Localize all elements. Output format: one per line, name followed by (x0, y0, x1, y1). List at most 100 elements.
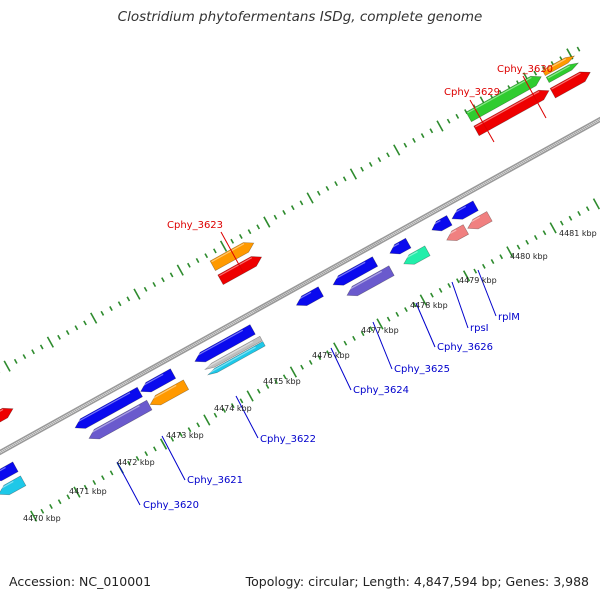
gene-features (0, 55, 591, 496)
tick-mark (126, 296, 131, 302)
gene-cphy-3625 (346, 265, 395, 297)
gene-label-cphy-3623[interactable]: Cphy_3623 (167, 220, 223, 231)
tick-mark (65, 330, 70, 336)
tick-mark (273, 214, 278, 220)
tick-mark (360, 331, 365, 337)
tick-mark (376, 318, 384, 330)
tick-mark (187, 427, 192, 433)
gene-left-cyan (0, 475, 27, 496)
tick-mark (343, 340, 348, 346)
tick-mark (393, 144, 401, 156)
tick-mark (516, 244, 521, 250)
tick-mark (152, 282, 157, 287)
scale-label: 4477 kbp (361, 326, 399, 335)
tick-mark (447, 283, 452, 289)
leader-cphy-3622 (235, 395, 259, 439)
scale-label: 4475 kbp (263, 377, 301, 386)
tick-mark (265, 383, 270, 389)
gene-cphy-3621-cog-sheen (139, 373, 164, 388)
scale-label: 4470 kbp (23, 514, 61, 523)
tick-mark (377, 157, 382, 163)
gene-rpsi (446, 224, 470, 241)
gene-label-cphy-3630[interactable]: Cphy_3630 (497, 64, 553, 75)
gene-label-cphy-3624[interactable]: Cphy_3624 (353, 385, 409, 396)
gene-cphy-3629-sheen (475, 90, 540, 128)
gene-cphy-3620-cog-sheen (73, 392, 131, 425)
tick-mark (73, 486, 81, 498)
tick-mark (352, 335, 356, 341)
gene-cphy-3630-cog-a-sheen (543, 58, 567, 72)
tick-mark (92, 480, 97, 485)
tick-mark (49, 504, 53, 509)
tick-mark (585, 206, 590, 212)
gene-cphy-3623-sheen (219, 257, 253, 277)
tick-mark (13, 358, 18, 364)
tick-mark (482, 263, 486, 269)
tick-mark (238, 233, 243, 239)
tick-mark (473, 268, 478, 274)
tick-mark (533, 235, 538, 240)
tick-mark (576, 46, 581, 52)
tick-mark (412, 137, 416, 143)
leader-cphy-3630 (522, 75, 547, 119)
gene-cphy-3626-sheen (402, 251, 418, 261)
gene-label-cphy-3621[interactable]: Cphy_3621 (187, 475, 243, 486)
tick-mark (420, 133, 425, 139)
tick-mark (204, 253, 209, 259)
gene-left-blue (0, 461, 19, 482)
gene-cphy-3622-cog-sheen (193, 329, 244, 358)
gene-cphy-3623-cog-sheen (211, 243, 245, 263)
gene-cphy-3620 (88, 399, 153, 440)
tick-mark (90, 312, 98, 324)
tick-mark (170, 436, 175, 442)
gene-cphy-3630 (549, 71, 591, 99)
gene-cphy-3630-cog-b-sheen (547, 65, 570, 79)
gene-label-cphy-3626[interactable]: Cphy_3626 (437, 342, 493, 353)
tick-mark (256, 224, 261, 230)
gene-label-cphy-3629[interactable]: Cphy_3629 (444, 87, 500, 98)
gene-label-cphy-3620[interactable]: Cphy_3620 (143, 500, 199, 511)
accession-text: Accession: NC_010001 (9, 574, 152, 589)
tick-mark (499, 254, 504, 260)
scale-labels: 4470 kbp 4471 kbp 4472 kbp 4473 kbp 4474… (23, 229, 597, 523)
tick-mark (549, 222, 557, 234)
tick-mark (368, 161, 373, 167)
tick-mark (429, 128, 434, 134)
gene-cphy-3624 (332, 256, 379, 286)
label-leader-lines (116, 75, 547, 506)
scale-label: 4476 kbp (312, 351, 350, 360)
gene-cphy-3629-cog-sheen (467, 76, 532, 114)
gene-rpsi-cog (431, 215, 453, 232)
gene-label-cphy-3625[interactable]: Cphy_3625 (394, 364, 450, 375)
tick-mark (246, 390, 254, 402)
tick-mark (263, 216, 271, 228)
tick-marks (0, 46, 600, 522)
gene-cphy-3622-cog-b (204, 335, 263, 371)
leader-rpsi (451, 281, 469, 329)
gene-cphy-3621-sheen (148, 384, 177, 402)
scale-label: 4481 kbp (559, 229, 597, 238)
gene-cphy-3622 (207, 341, 266, 376)
gene-left-red (0, 407, 14, 423)
gene-label-cphy-3622[interactable]: Cphy_3622 (260, 434, 316, 445)
gene-label-rpsi[interactable]: rpsI (470, 323, 489, 334)
tick-mark (395, 311, 400, 317)
tick-mark (57, 499, 62, 505)
tick-mark (187, 262, 191, 268)
tick-mark (30, 510, 38, 522)
tick-mark (178, 431, 183, 437)
tick-mark (300, 364, 304, 370)
tick-mark (40, 508, 45, 514)
genome-summary-text: Topology: circular; Length: 4,847,594 bp… (245, 574, 589, 589)
tick-mark (419, 294, 427, 306)
gene-label-rplm[interactable]: rplM (498, 312, 520, 323)
tick-mark (412, 302, 417, 308)
gene-rpsi-cog-sheen (430, 220, 441, 227)
tick-mark (213, 412, 218, 418)
tick-mark (213, 248, 217, 254)
gene-cphy-3629-cog (465, 75, 542, 123)
tick-mark (159, 438, 168, 450)
tick-mark (308, 359, 313, 365)
tick-mark (436, 120, 444, 132)
